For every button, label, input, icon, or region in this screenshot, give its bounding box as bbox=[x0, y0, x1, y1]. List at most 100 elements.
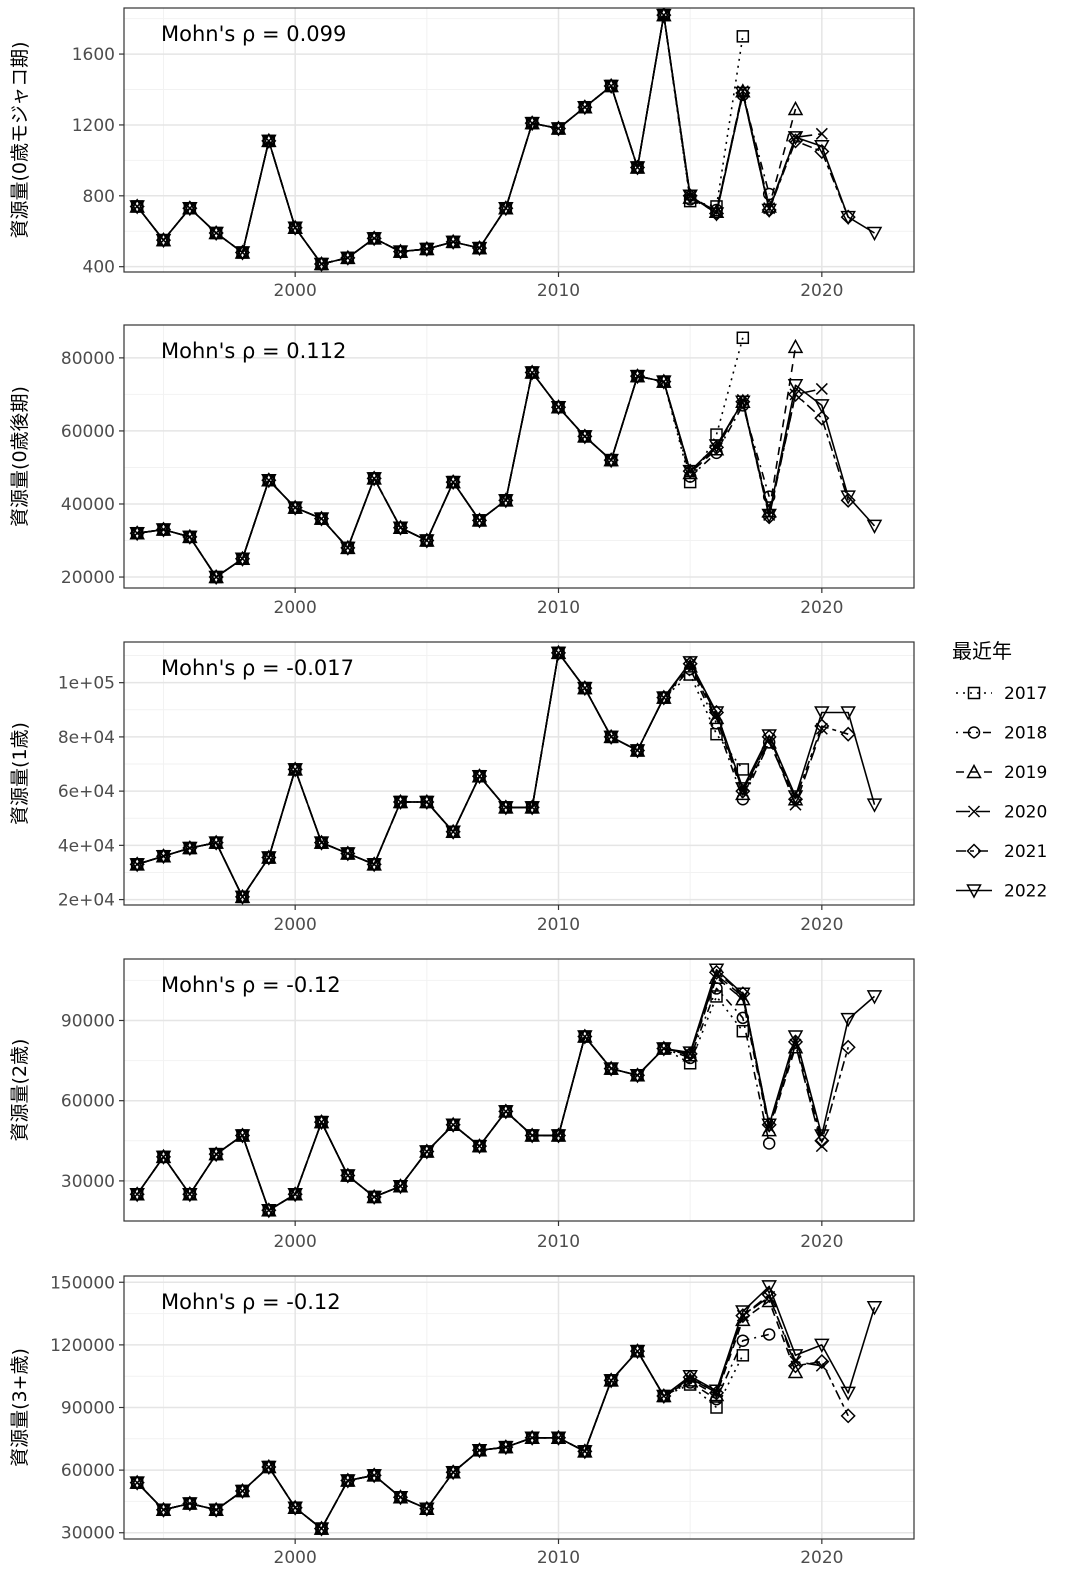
mohns-rho-annotation: Mohn's ρ = 0.112 bbox=[161, 339, 346, 363]
data-point-2022 bbox=[366, 232, 382, 247]
data-point-2022 bbox=[498, 1440, 514, 1456]
data-point-2020 bbox=[815, 127, 828, 140]
data-point-2022 bbox=[603, 1062, 619, 1077]
data-point-2022 bbox=[261, 1460, 277, 1476]
data-point-2022 bbox=[471, 1444, 488, 1459]
data-point-2022 bbox=[182, 1188, 198, 1203]
data-point-2022 bbox=[129, 858, 145, 873]
data-point-2017 bbox=[736, 30, 750, 43]
data-point-2022 bbox=[550, 400, 567, 416]
data-point-2022 bbox=[761, 729, 777, 744]
data-point-2022 bbox=[129, 526, 145, 542]
data-point-2022 bbox=[261, 473, 277, 489]
data-point-2022 bbox=[761, 1280, 777, 1295]
y-axis-label: 資源量(1歳) bbox=[9, 722, 31, 825]
legend-label: 2020 bbox=[1004, 803, 1047, 823]
data-point-2022 bbox=[498, 494, 514, 509]
data-point-2022 bbox=[866, 519, 883, 534]
y-tick-label: 400 bbox=[83, 258, 115, 278]
data-point-2021 bbox=[814, 718, 830, 734]
data-point-2022 bbox=[471, 769, 488, 785]
x-tick-label: 2020 bbox=[800, 915, 843, 935]
panel-2: 20000 40000 60000 80000 2000 2010 2020 資源量(0歳後期… bbox=[9, 324, 915, 618]
data-point-2022 bbox=[735, 86, 751, 102]
panel-3: 2e+04 4e+04 6e+04 8e+04 1e+05 2000 2010 2020 資源量… bbox=[9, 641, 915, 935]
data-point-2022 bbox=[577, 1445, 593, 1460]
data-point-2021 bbox=[735, 783, 751, 799]
data-point-2022 bbox=[577, 100, 593, 116]
data-point-2021 bbox=[814, 410, 830, 426]
data-point-2022 bbox=[366, 1469, 382, 1484]
data-point-2022 bbox=[656, 691, 672, 706]
plot-background bbox=[124, 959, 914, 1221]
y-axis-label: 資源量(0歳モジャコ期) bbox=[9, 42, 31, 239]
data-point-2022 bbox=[155, 523, 172, 538]
y-tick-label: 30000 bbox=[61, 1172, 115, 1192]
y-tick-label: 150000 bbox=[50, 1273, 115, 1293]
y-tick-label: 4e+04 bbox=[58, 836, 115, 856]
data-point-2021 bbox=[814, 143, 830, 160]
series-group bbox=[129, 963, 883, 1219]
data-point-2022 bbox=[287, 1188, 303, 1203]
data-point-2022 bbox=[261, 134, 277, 149]
data-point-2022 bbox=[340, 251, 356, 266]
data-point-2022 bbox=[155, 849, 172, 865]
data-point-2022 bbox=[392, 245, 409, 260]
data-point-2022 bbox=[313, 512, 330, 527]
data-point-2022 bbox=[629, 1069, 646, 1084]
data-point-2021 bbox=[840, 492, 856, 508]
x-tick-label: 2020 bbox=[800, 598, 843, 618]
data-point-2022 bbox=[313, 1522, 330, 1537]
x-tick-label: 2010 bbox=[537, 915, 580, 935]
data-point-2022 bbox=[182, 841, 198, 857]
data-point-2022 bbox=[656, 1042, 672, 1057]
data-point-2022 bbox=[155, 1150, 172, 1165]
data-point-2022 bbox=[234, 552, 251, 567]
data-point-2022 bbox=[498, 201, 514, 217]
data-point-2022 bbox=[524, 366, 540, 381]
data-point-2022 bbox=[419, 1145, 435, 1160]
data-point-2022 bbox=[629, 1344, 646, 1360]
data-point-2022 bbox=[471, 514, 488, 529]
legend-label: 2021 bbox=[1004, 842, 1047, 862]
data-point-2022 bbox=[682, 1369, 698, 1385]
data-point-2022 bbox=[603, 1374, 619, 1389]
data-point-2022 bbox=[524, 801, 540, 816]
data-point-2022 bbox=[234, 246, 251, 261]
data-point-2017 bbox=[710, 990, 723, 1003]
data-point-2022 bbox=[261, 1204, 277, 1219]
y-tick-label: 1200 bbox=[72, 116, 115, 136]
mohns-rho-annotation: Mohn's ρ = 0.099 bbox=[161, 22, 346, 46]
data-point-2022 bbox=[208, 1147, 224, 1163]
data-point-2018 bbox=[736, 1334, 750, 1347]
data-point-2022 bbox=[682, 464, 698, 480]
data-point-2018 bbox=[762, 1328, 776, 1341]
legend: 最近年 2017 2018 2019 2020 2021 2022 bbox=[952, 639, 1047, 902]
data-point-2019 bbox=[787, 1363, 804, 1379]
data-point-2022 bbox=[735, 1305, 751, 1320]
data-point-2022 bbox=[577, 430, 593, 445]
x-tick-label: 2000 bbox=[274, 1548, 317, 1568]
data-point-2021 bbox=[787, 1034, 804, 1050]
y-tick-label: 6e+04 bbox=[58, 782, 115, 802]
data-point-2020 bbox=[789, 798, 802, 811]
x-tick-label: 2010 bbox=[537, 598, 580, 618]
x-tick-label: 2020 bbox=[800, 1548, 843, 1568]
data-point-2022 bbox=[761, 508, 777, 524]
data-point-2017 bbox=[710, 1401, 723, 1414]
y-tick-label: 1600 bbox=[72, 45, 115, 65]
series-group bbox=[129, 8, 883, 272]
data-point-2018 bbox=[683, 193, 697, 206]
data-point-2022 bbox=[366, 1190, 382, 1206]
data-point-2022 bbox=[524, 1129, 540, 1144]
data-point-2021 bbox=[787, 386, 804, 402]
data-point-2022 bbox=[524, 1431, 540, 1446]
data-point-2022 bbox=[840, 1012, 856, 1028]
data-point-2022 bbox=[287, 221, 303, 236]
x-tick-label: 2020 bbox=[800, 281, 843, 301]
panel-border bbox=[123, 7, 915, 273]
x-tick-label: 2020 bbox=[800, 1232, 843, 1252]
data-point-2022 bbox=[313, 257, 330, 272]
legend-label: 2017 bbox=[1004, 684, 1047, 704]
data-point-2022 bbox=[287, 1501, 303, 1516]
